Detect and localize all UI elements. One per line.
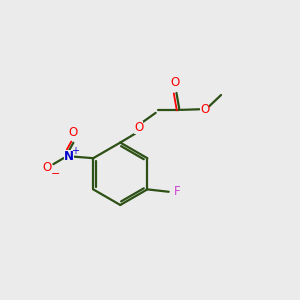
Text: O: O — [134, 121, 143, 134]
Text: −: − — [51, 169, 61, 178]
Text: +: + — [71, 146, 80, 156]
Text: O: O — [170, 76, 180, 89]
Text: N: N — [64, 150, 74, 163]
Text: O: O — [43, 160, 52, 174]
Text: O: O — [69, 126, 78, 140]
Text: O: O — [200, 103, 209, 116]
Text: F: F — [174, 185, 180, 198]
